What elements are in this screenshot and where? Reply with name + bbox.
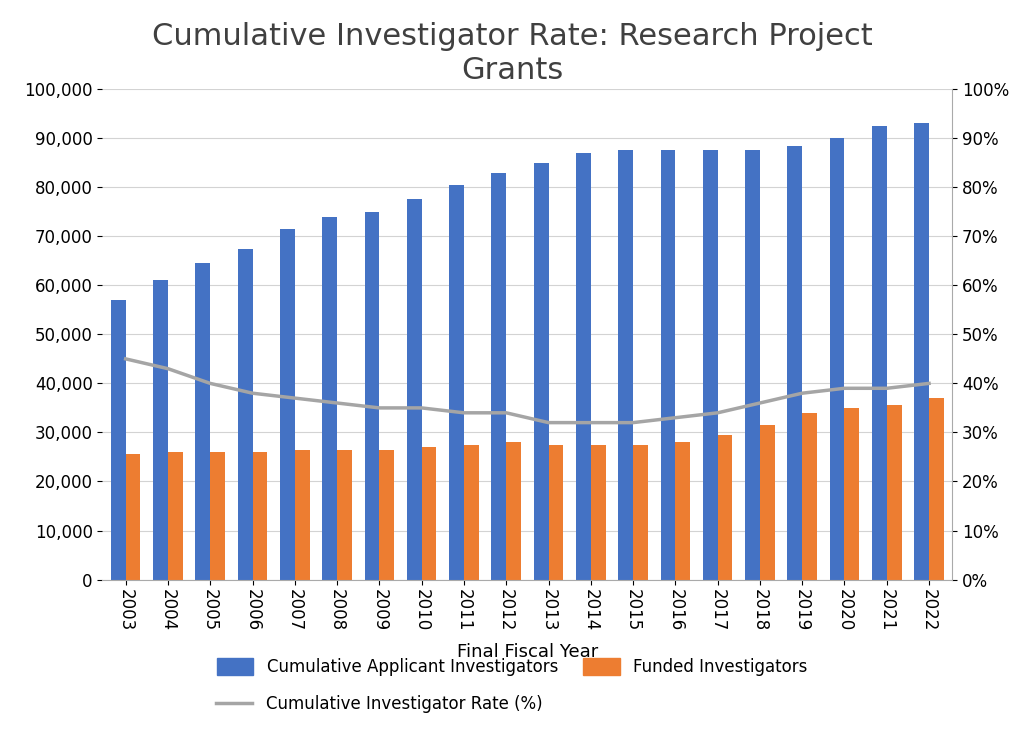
Cumulative Investigator Rate (%) [500, 409, 512, 418]
Cumulative Investigator Rate (%) [796, 389, 808, 398]
Bar [407, 199, 422, 580]
Bar [829, 138, 845, 580]
Bar [872, 126, 887, 580]
Legend: Cumulative Applicant Investigators, Funded Investigators: Cumulative Applicant Investigators, Fund… [210, 651, 814, 683]
Bar [534, 163, 549, 580]
Bar [787, 146, 802, 580]
Bar [929, 398, 944, 580]
Bar [506, 442, 521, 580]
Cumulative Investigator Rate (%) [585, 418, 597, 427]
Bar [745, 150, 760, 580]
Cumulative Investigator Rate (%) [543, 418, 555, 427]
Cumulative Investigator Rate (%) [458, 409, 470, 418]
Bar [379, 450, 394, 580]
Bar [718, 435, 732, 580]
Bar [238, 248, 253, 580]
Cumulative Investigator Rate (%) [373, 403, 385, 412]
Cumulative Investigator Rate (%) [247, 389, 259, 398]
Bar [365, 212, 379, 580]
Bar [660, 150, 676, 580]
Cumulative Investigator Rate (%) [416, 403, 428, 412]
Bar [111, 300, 126, 580]
Bar [464, 444, 479, 580]
Bar [126, 455, 140, 580]
Bar [914, 123, 929, 580]
Bar [337, 450, 352, 580]
Bar [210, 452, 225, 580]
Cumulative Investigator Rate (%) [162, 364, 174, 373]
Bar [845, 408, 859, 580]
Bar [549, 444, 563, 580]
Bar [702, 150, 718, 580]
Bar [887, 406, 901, 580]
Legend: Cumulative Investigator Rate (%): Cumulative Investigator Rate (%) [209, 689, 549, 720]
X-axis label: Final Fiscal Year: Final Fiscal Year [457, 643, 598, 661]
Cumulative Investigator Rate (%) [754, 398, 766, 407]
Bar [154, 280, 168, 580]
Bar [760, 425, 775, 580]
Cumulative Investigator Rate (%) [627, 418, 639, 427]
Bar [168, 452, 182, 580]
Cumulative Investigator Rate (%) [712, 409, 724, 418]
Cumulative Investigator Rate (%) [839, 384, 851, 393]
Cumulative Investigator Rate (%) [881, 384, 893, 393]
Cumulative Investigator Rate (%) [331, 398, 343, 407]
Bar [633, 444, 648, 580]
Cumulative Investigator Rate (%) [670, 413, 682, 422]
Bar [676, 442, 690, 580]
Cumulative Investigator Rate (%) [289, 394, 301, 403]
Bar [575, 153, 591, 580]
Bar [802, 413, 817, 580]
Bar [591, 444, 605, 580]
Bar [196, 263, 210, 580]
Line: Cumulative Investigator Rate (%): Cumulative Investigator Rate (%) [126, 359, 929, 423]
Bar [280, 229, 295, 580]
Bar [323, 217, 337, 580]
Bar [450, 185, 464, 580]
Cumulative Investigator Rate (%) [120, 354, 132, 363]
Bar [492, 172, 506, 580]
Cumulative Investigator Rate (%) [923, 379, 935, 388]
Cumulative Investigator Rate (%) [204, 379, 216, 388]
Bar [618, 150, 633, 580]
Bar [295, 450, 309, 580]
Bar [422, 447, 436, 580]
Text: Cumulative Investigator Rate: Research Project
Grants: Cumulative Investigator Rate: Research P… [152, 22, 872, 85]
Bar [253, 452, 267, 580]
